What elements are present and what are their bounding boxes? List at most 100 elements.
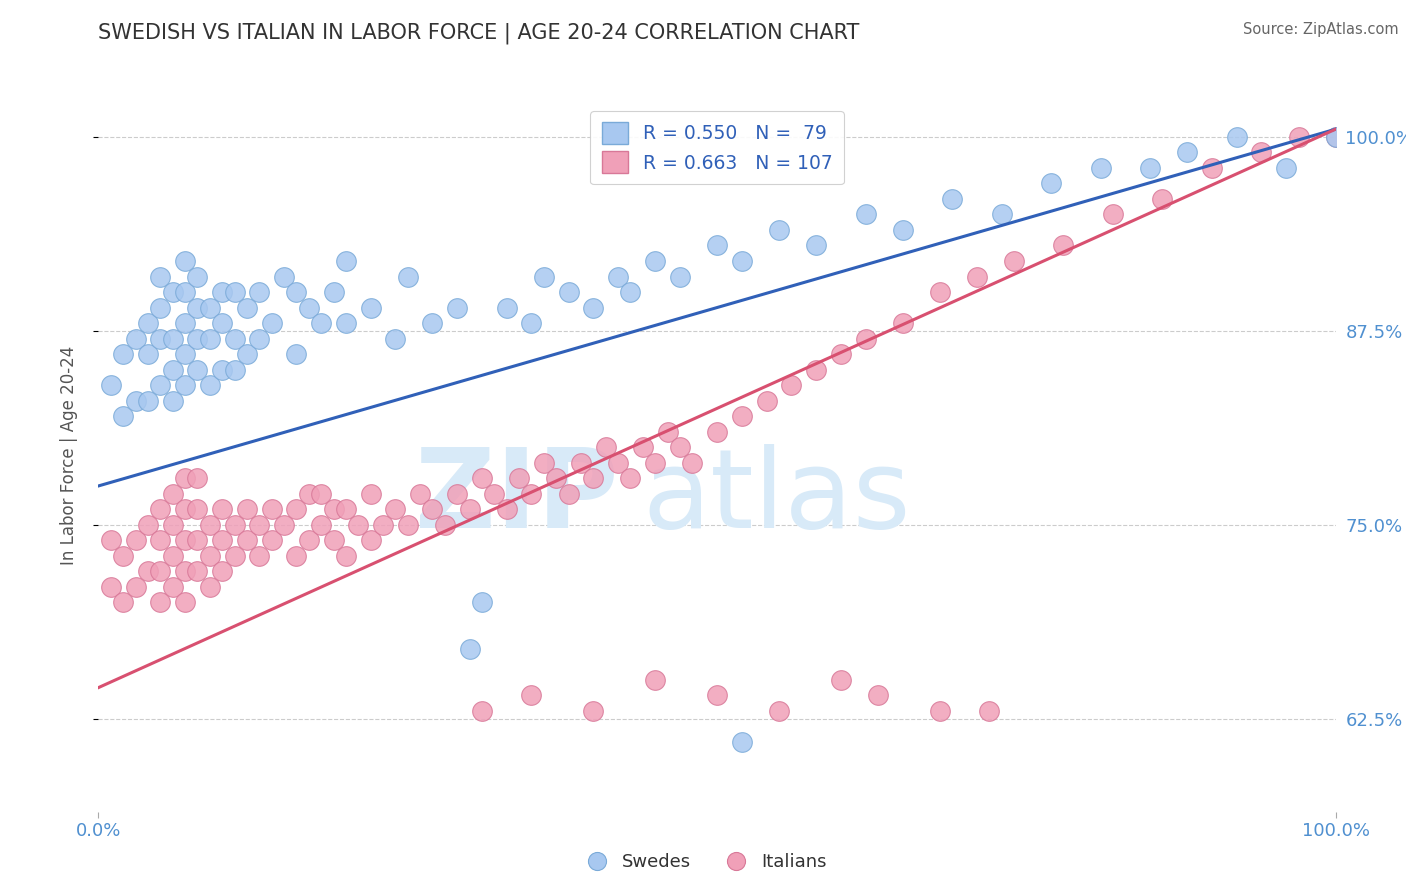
Point (309, 486, 332, 500)
Point (211, 564, 233, 578)
Point (309, 517, 332, 532)
Point (669, 440, 692, 454)
Point (569, 456, 592, 470)
Point (198, 301, 221, 315)
Point (186, 533, 208, 548)
Point (1288, 129, 1310, 144)
Point (706, 425, 728, 439)
Point (1226, 129, 1249, 144)
Point (731, 254, 754, 268)
Point (322, 502, 344, 516)
Point (112, 409, 135, 424)
Point (149, 269, 172, 284)
Point (520, 486, 543, 500)
Point (124, 393, 146, 408)
Point (174, 254, 197, 268)
Point (941, 192, 963, 206)
Point (224, 285, 246, 299)
Point (681, 456, 703, 470)
Point (520, 689, 543, 703)
Point (1152, 192, 1174, 206)
Point (162, 517, 184, 532)
Point (533, 456, 555, 470)
Point (149, 378, 172, 392)
Point (298, 486, 321, 500)
Point (198, 378, 221, 392)
Point (162, 285, 184, 299)
Point (112, 595, 135, 609)
Point (136, 316, 159, 330)
Point (236, 301, 259, 315)
Point (533, 269, 555, 284)
Point (446, 486, 468, 500)
Point (309, 316, 332, 330)
Point (186, 269, 208, 284)
Point (495, 502, 517, 516)
Point (174, 316, 197, 330)
Point (582, 704, 605, 718)
Point (149, 533, 172, 548)
Point (298, 533, 321, 548)
Point (669, 269, 692, 284)
Point (706, 689, 728, 703)
Point (162, 362, 184, 376)
Point (1201, 161, 1223, 175)
Point (422, 316, 444, 330)
Point (644, 254, 666, 268)
Point (855, 207, 877, 221)
Point (136, 517, 159, 532)
Point (174, 595, 197, 609)
Point (322, 285, 344, 299)
Point (100, 378, 122, 392)
Point (285, 549, 308, 563)
Point (247, 332, 270, 346)
Legend: R = 0.550   N =  79, R = 0.663   N = 107: R = 0.550 N = 79, R = 0.663 N = 107 (591, 112, 844, 185)
Point (124, 580, 146, 594)
Point (186, 471, 208, 485)
Point (224, 332, 246, 346)
Point (124, 332, 146, 346)
Point (211, 362, 233, 376)
Point (731, 735, 754, 749)
Point (211, 533, 233, 548)
Point (273, 517, 295, 532)
Point (360, 486, 382, 500)
Point (224, 362, 246, 376)
Point (471, 704, 494, 718)
Point (335, 316, 357, 330)
Point (891, 223, 914, 237)
Y-axis label: In Labor Force | Age 20-24: In Labor Force | Age 20-24 (59, 345, 77, 565)
Point (285, 347, 308, 361)
Point (162, 393, 184, 408)
Point (198, 332, 221, 346)
Point (1175, 145, 1198, 160)
Point (619, 285, 641, 299)
Point (186, 362, 208, 376)
Point (260, 502, 283, 516)
Point (198, 549, 221, 563)
Point (347, 517, 370, 532)
Point (557, 285, 579, 299)
Point (966, 269, 988, 284)
Point (260, 533, 283, 548)
Point (198, 580, 221, 594)
Text: atlas: atlas (643, 444, 911, 551)
Point (285, 285, 308, 299)
Point (174, 564, 197, 578)
Point (495, 301, 517, 315)
Point (520, 316, 543, 330)
Legend: Swedes, Italians: Swedes, Italians (572, 847, 834, 879)
Point (136, 347, 159, 361)
Point (149, 502, 172, 516)
Point (174, 533, 197, 548)
Point (162, 486, 184, 500)
Point (211, 502, 233, 516)
Point (186, 301, 208, 315)
Point (768, 704, 790, 718)
Point (360, 301, 382, 315)
Point (855, 332, 877, 346)
Point (804, 362, 827, 376)
Point (866, 689, 889, 703)
Point (780, 378, 803, 392)
Point (595, 440, 617, 454)
